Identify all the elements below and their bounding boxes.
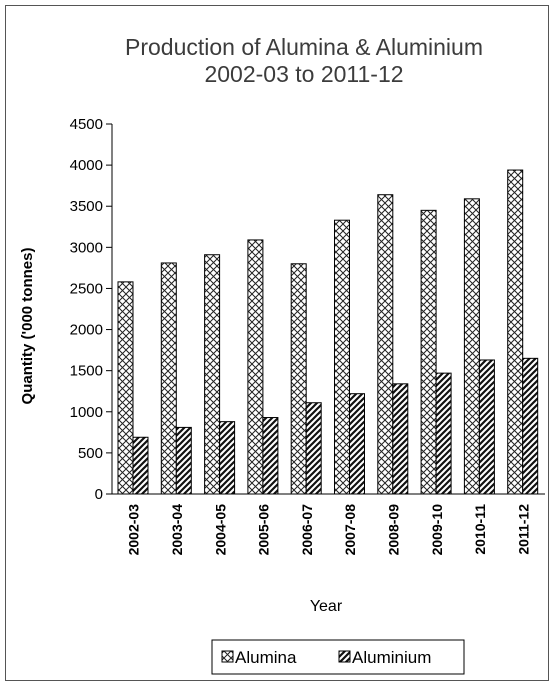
x-tick-label: 2004-05 [212,504,228,556]
x-tick-label: 2003-04 [169,504,185,556]
bar-aluminium-2006-07 [305,402,322,495]
legend-swatch-alumina [221,650,234,663]
y-tick-label: 3000 [70,239,103,256]
x-tick-label: 2007-08 [342,504,358,556]
y-tick-label: 3500 [70,198,103,215]
legend-box [211,639,465,675]
legend-swatch-aluminium [338,650,351,663]
y-axis-ticks: 0 500 1000 1500 2000 2500 3000 3500 4000 4500 [70,116,112,503]
bar-aluminium-2005-06 [262,417,279,495]
bar-aluminium-2003-04 [175,426,192,495]
y-tick-label: 4500 [70,116,103,133]
x-tick-label: 2008-09 [385,504,401,556]
y-axis-title: Quantity ('000 tonnes) [19,248,36,405]
bar-alumina-2003-04 [160,262,177,495]
y-tick-label: 2500 [70,280,103,297]
y-tick-label: 0 [95,486,103,503]
x-axis-tick-labels: 2002-03 2003-04 2004-05 2005-06 2006-07 2007-… [126,504,532,556]
y-tick-label: 4000 [70,157,103,174]
x-tick-label: 2011-12 [515,504,531,555]
bar-alumina-2004-05 [204,254,221,495]
bar-alumina-2011-12 [507,169,524,495]
y-tick-label: 500 [78,445,103,462]
y-tick-label: 2000 [70,322,103,339]
bar-aluminium-2008-09 [392,383,409,495]
x-tick-label: 2009-10 [429,504,445,556]
x-tick-label: 2002-03 [126,504,142,556]
bar-aluminium-2007-08 [349,393,365,495]
bar-aluminium-2009-10 [435,372,452,495]
x-axis-title: Year [310,598,343,615]
bar-alumina-2006-07 [290,263,307,495]
y-tick-label: 1500 [70,363,103,380]
bar-aluminium-2002-03 [132,436,149,495]
bar-aluminium-2010-11 [478,359,495,495]
chart-title-line-2: 2002-03 to 2011-12 [204,61,403,87]
bar-alumina-2002-03 [117,281,134,495]
x-tick-label: 2010-11 [472,504,488,555]
bar-alumina-2010-11 [463,198,480,495]
bar-alumina-2007-08 [334,219,350,495]
bars-group [117,169,539,495]
x-tick-label: 2006-07 [299,504,315,556]
x-tick-label: 2005-06 [256,504,272,556]
bar-aluminium-2004-05 [219,421,236,495]
bar-alumina-2005-06 [247,239,264,495]
bar-alumina-2009-10 [420,209,437,495]
chart-frame [5,5,549,681]
y-tick-label: 1000 [70,404,103,421]
bar-alumina-2008-09 [377,194,394,495]
legend-label-alumina: Alumina [235,648,297,667]
legend: Alumina Aluminium [211,639,465,675]
bar-aluminium-2011-12 [522,357,539,495]
legend-label-aluminium: Aluminium [352,648,431,667]
chart-title-line-1: Production of Alumina & Aluminium [125,34,483,60]
